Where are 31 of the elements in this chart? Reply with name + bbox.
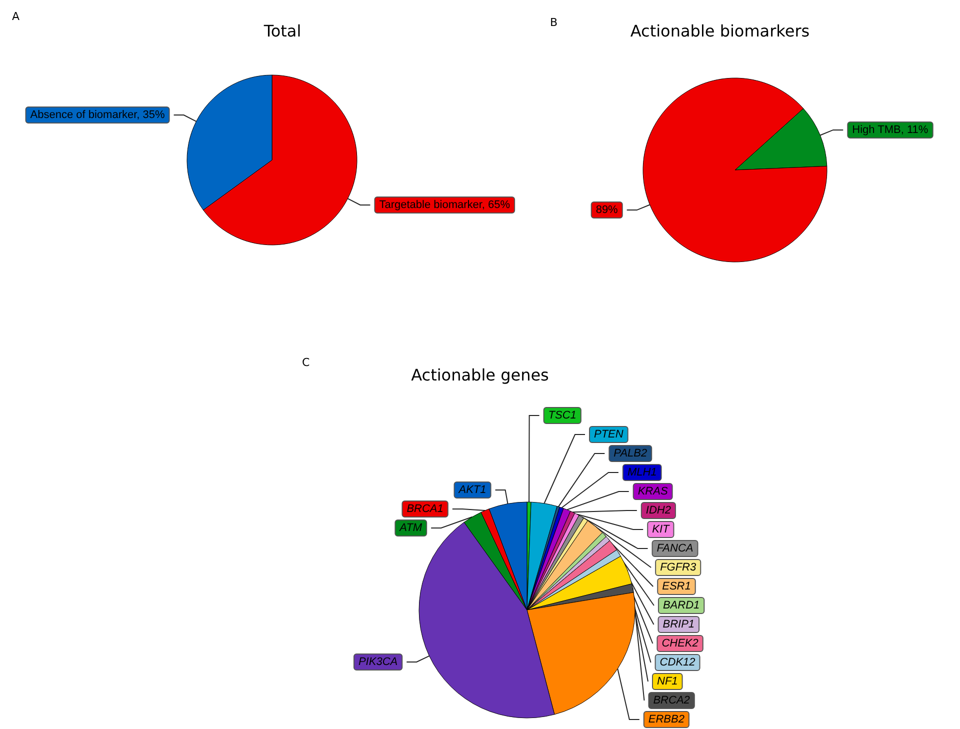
slice-label: PALB2 — [614, 448, 648, 460]
data-label: Absence of biomarker, 35% — [30, 109, 165, 122]
slice-label: KRAS — [638, 486, 668, 498]
data-label: High TMB, 11% — [852, 124, 928, 136]
slice-label: ERBB2 — [648, 714, 684, 726]
slice-label: BARD1 — [662, 600, 700, 612]
text: B — [550, 16, 558, 29]
slice-label: TSC1 — [548, 410, 576, 422]
chart-title: Actionable biomarkers — [630, 22, 810, 40]
data-label: 89% — [596, 204, 618, 216]
slice-label: FGFR3 — [660, 562, 697, 574]
slice-label: ESR1 — [662, 580, 691, 592]
chart-title: Actionable genes — [411, 366, 549, 384]
slice-label: MLH1 — [627, 466, 657, 478]
text: C — [302, 356, 310, 369]
slice-label: NF1 — [656, 676, 678, 688]
text: A — [12, 10, 20, 23]
slice-label: PIK3CA — [358, 656, 398, 668]
slice-label: CHEK2 — [662, 638, 698, 650]
slice-label: BRCA1 — [406, 502, 444, 515]
slice-label: AKT1 — [458, 484, 486, 496]
slice-label: FANCA — [656, 542, 694, 554]
slice-label: KIT — [652, 524, 670, 536]
slice-label: BRCA2 — [653, 694, 690, 706]
slice-label: CDK12 — [660, 656, 696, 668]
slice-label: IDH2 — [646, 504, 671, 516]
slice-label: ATM — [398, 522, 423, 534]
data-label: Targetable biomarker, 65% — [379, 198, 510, 211]
chart-title: Total — [262, 22, 302, 40]
slice-label: PTEN — [594, 428, 624, 440]
slice-label: BRIP1 — [662, 618, 695, 630]
